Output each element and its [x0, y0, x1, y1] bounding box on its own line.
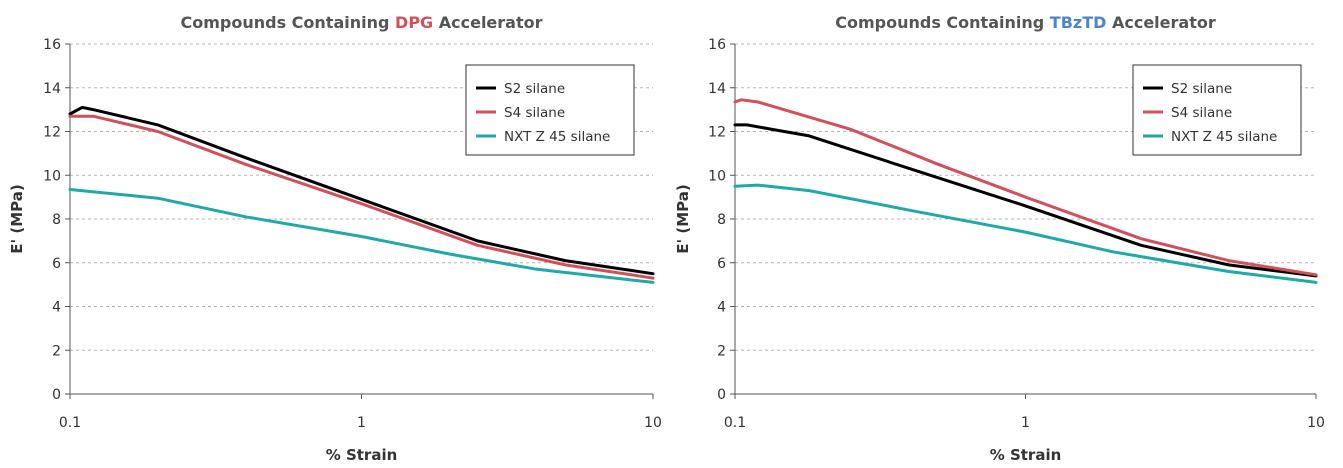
y-tick-label: 0 [52, 387, 61, 403]
y-tick-label: 2 [52, 343, 61, 359]
y-tick-label: 4 [717, 300, 726, 316]
chart-2: Compounds Containing TBzTD Accelerator 0 2… [674, 13, 1325, 464]
chart-title-part: Accelerator [1106, 13, 1215, 32]
chart-title-part: Accelerator [433, 13, 542, 32]
legend-label: S2 silane [504, 81, 565, 97]
y-tick-label: 2 [717, 343, 726, 359]
y-tick-label: 10 [708, 168, 726, 184]
series-line-s2-silane [68, 105, 655, 276]
series-line-nxt-z-45-silane [733, 183, 1318, 284]
y-tick-label: 4 [52, 300, 61, 316]
chart-title-part: TBzTD [1050, 13, 1107, 32]
y-tick-label: 6 [717, 256, 726, 272]
legend-label: NXT Z 45 silane [1171, 129, 1277, 145]
series-line-s4-silane [733, 98, 1318, 277]
x-tick-label: 10 [1307, 415, 1325, 431]
chart-1: Compounds Containing DPG Accelerator 0 2 4 6… [8, 13, 662, 464]
y-axis-title: E' (MPa) [8, 184, 26, 253]
x-tick-label: 0.1 [59, 415, 81, 431]
x-tick-label: 1 [1021, 415, 1030, 431]
series-line-s4-silane [68, 114, 655, 280]
y-tick-label: 8 [52, 212, 61, 228]
legend-label: S4 silane [504, 105, 565, 121]
chart-title: Compounds Containing DPG Accelerator [181, 13, 543, 32]
series-line-s2-silane [733, 123, 1318, 278]
chart-title-part: Compounds Containing [181, 13, 396, 32]
y-tick-label: 12 [43, 125, 61, 141]
y-tick-label: 12 [708, 125, 726, 141]
chart-title: Compounds Containing TBzTD Accelerator [835, 13, 1216, 32]
y-tick-label: 14 [708, 81, 726, 97]
y-tick-label: 8 [717, 212, 726, 228]
y-tick-label: 16 [708, 37, 726, 53]
series-line-nxt-z-45-silane [68, 188, 655, 284]
legend-label: NXT Z 45 silane [504, 129, 610, 145]
x-axis-title: % Strain [326, 446, 398, 464]
x-tick-label: 1 [357, 415, 366, 431]
legend-box [1132, 64, 1302, 156]
y-tick-label: 0 [717, 387, 726, 403]
legend-label: S2 silane [1171, 81, 1232, 97]
y-axis-title: E' (MPa) [674, 184, 692, 253]
legend-box [465, 64, 635, 156]
x-tick-label: 0.1 [724, 415, 746, 431]
y-tick-label: 14 [43, 81, 61, 97]
x-tick-label: 10 [644, 415, 662, 431]
y-tick-label: 6 [52, 256, 61, 272]
y-tick-label: 10 [43, 168, 61, 184]
chart-title-part: DPG [395, 13, 433, 32]
y-tick-label: 16 [43, 37, 61, 53]
chart-title-part: Compounds Containing [835, 13, 1050, 32]
x-axis-title: % Strain [990, 446, 1062, 464]
legend-label: S4 silane [1171, 105, 1232, 121]
